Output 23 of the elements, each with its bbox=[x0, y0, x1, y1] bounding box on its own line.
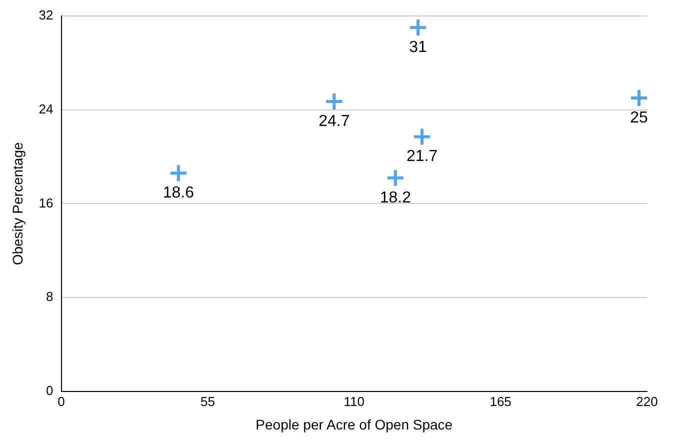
data-label: 25 bbox=[630, 109, 648, 126]
x-tick-label: 0 bbox=[58, 394, 65, 409]
y-tick-label: 32 bbox=[38, 7, 54, 22]
y-axis-title: Obesity Percentage bbox=[9, 142, 26, 266]
x-axis-title: People per Acre of Open Space bbox=[256, 416, 453, 432]
point bbox=[408, 18, 428, 38]
y-tick-label: 24 bbox=[38, 101, 54, 116]
x-tick-label: 220 bbox=[636, 394, 658, 409]
x-tick-label: 110 bbox=[344, 394, 364, 409]
data-label: 31 bbox=[409, 38, 428, 56]
point bbox=[324, 92, 344, 112]
data-label: 18.2 bbox=[380, 189, 412, 206]
point bbox=[168, 164, 188, 183]
y-tick-label: 0 bbox=[46, 383, 54, 398]
data-label: 24.7 bbox=[318, 112, 350, 130]
point bbox=[412, 127, 432, 146]
y-tick-label: 8 bbox=[46, 289, 54, 304]
x-tick-label: 165 bbox=[490, 394, 512, 409]
point bbox=[386, 168, 405, 188]
y-tick-label: 16 bbox=[38, 195, 54, 210]
data-label: 18.6 bbox=[162, 184, 194, 202]
data-label: 21.7 bbox=[406, 148, 438, 166]
x-tick-label: 55 bbox=[200, 394, 215, 409]
